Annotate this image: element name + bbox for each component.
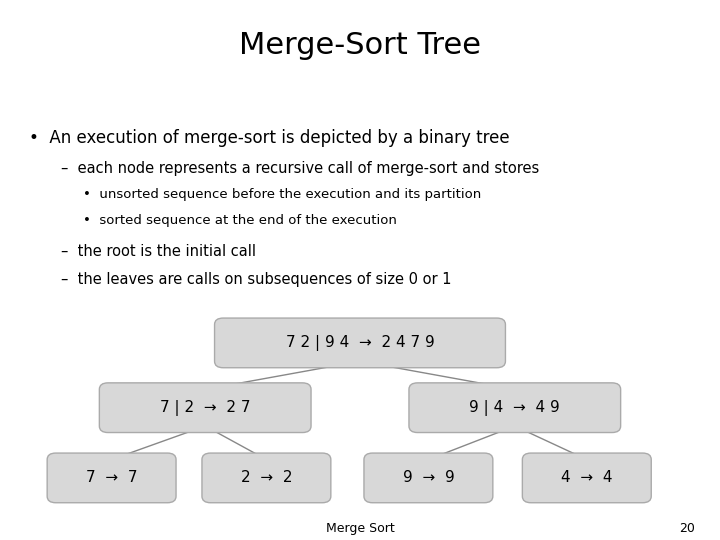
FancyBboxPatch shape — [202, 453, 330, 503]
Text: 2  →  2: 2 → 2 — [240, 470, 292, 485]
Text: •  An execution of merge-sort is depicted by a binary tree: • An execution of merge-sort is depicted… — [29, 129, 510, 147]
Text: Merge-Sort Tree: Merge-Sort Tree — [239, 31, 481, 60]
Text: 7 | 2  →  2 7: 7 | 2 → 2 7 — [160, 400, 251, 416]
FancyBboxPatch shape — [364, 453, 492, 503]
Text: –  the root is the initial call: – the root is the initial call — [61, 244, 256, 259]
Text: 4  →  4: 4 → 4 — [561, 470, 613, 485]
Text: –  each node represents a recursive call of merge-sort and stores: – each node represents a recursive call … — [61, 161, 539, 176]
FancyBboxPatch shape — [99, 383, 311, 433]
Text: 9 | 4  →  4 9: 9 | 4 → 4 9 — [469, 400, 560, 416]
Text: 7 2 | 9 4  →  2 4 7 9: 7 2 | 9 4 → 2 4 7 9 — [286, 335, 434, 351]
Text: 20: 20 — [679, 522, 695, 535]
Text: 7  →  7: 7 → 7 — [86, 470, 138, 485]
FancyBboxPatch shape — [48, 453, 176, 503]
Text: 9  →  9: 9 → 9 — [402, 470, 454, 485]
Text: •  unsorted sequence before the execution and its partition: • unsorted sequence before the execution… — [83, 188, 481, 201]
Text: –  the leaves are calls on subsequences of size 0 or 1: – the leaves are calls on subsequences o… — [61, 272, 451, 287]
Text: Merge Sort: Merge Sort — [325, 522, 395, 535]
FancyBboxPatch shape — [522, 453, 651, 503]
Text: •  sorted sequence at the end of the execution: • sorted sequence at the end of the exec… — [83, 214, 397, 227]
FancyBboxPatch shape — [215, 318, 505, 368]
FancyBboxPatch shape — [409, 383, 621, 433]
